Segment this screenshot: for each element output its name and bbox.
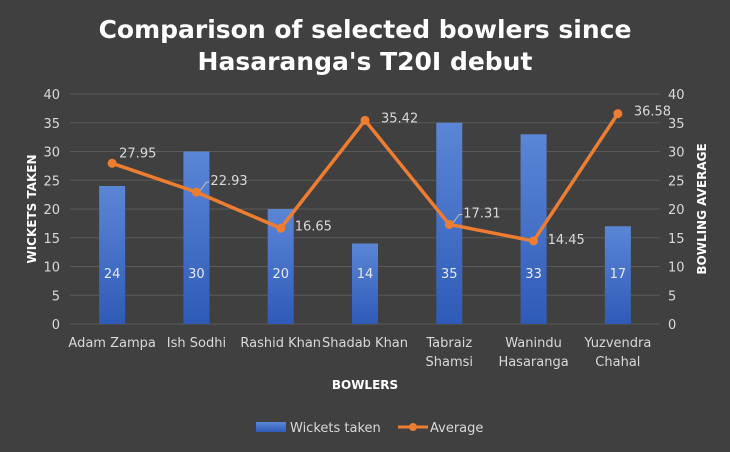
y-tick-label-right: 0 (668, 318, 676, 333)
x-category-label: Shamsi (426, 355, 474, 370)
bar-value-label: 33 (525, 267, 542, 282)
average-point (276, 223, 286, 233)
y-axis-title-left: WICKETS TAKEN (25, 154, 39, 263)
legend-label-average: Average (430, 421, 483, 436)
gridlines (70, 93, 660, 325)
average-point (613, 109, 623, 119)
x-axis-title: BOWLERS (332, 378, 398, 392)
bars (99, 122, 631, 324)
average-value-label: 22.93 (210, 174, 247, 189)
y-tick-label-left: 0 (52, 318, 60, 333)
average-value-label: 36.58 (634, 105, 671, 120)
x-category-label: Chahal (595, 355, 640, 370)
average-point (360, 115, 370, 125)
x-category-label: Tabraiz (425, 336, 472, 351)
y-tick-label-right: 5 (668, 289, 676, 304)
average-point (529, 236, 539, 246)
average-value-label: 17.31 (463, 206, 500, 221)
y-tick-label-left: 20 (43, 203, 60, 218)
average-value-label: 14.45 (548, 233, 585, 248)
chart-text: Comparison of selected bowlers since Hasa… (25, 15, 709, 392)
legend: Wickets taken Average (256, 421, 483, 436)
legend-label-wickets: Wickets taken (290, 421, 381, 436)
y-tick-label-left: 25 (43, 174, 60, 189)
average-point (444, 219, 454, 229)
label-leader (200, 181, 210, 191)
average-value-label: 16.65 (295, 219, 332, 234)
y-tick-label-right: 20 (668, 203, 685, 218)
y-tick-label-right: 30 (668, 146, 685, 161)
bar-value-label: 17 (610, 267, 627, 282)
x-category-label: Wanindu (505, 336, 562, 351)
average-value-label: 35.42 (381, 111, 418, 126)
bar-wickets (183, 151, 210, 324)
y-axis-title-right: BOWLING AVERAGE (695, 143, 709, 274)
bar-wickets (604, 226, 631, 324)
legend-swatch-wickets (256, 422, 286, 432)
x-category-label: Shadab Khan (322, 336, 408, 351)
average-line (107, 109, 623, 246)
average-point (191, 187, 201, 197)
bar-wickets (352, 243, 378, 324)
y-tick-label-left: 10 (43, 261, 60, 276)
y-tick-label-left: 5 (52, 289, 60, 304)
bar-value-label: 24 (104, 267, 121, 282)
y-tick-label-right: 40 (668, 88, 685, 103)
x-category-label: Adam Zampa (68, 336, 155, 351)
average-value-label: 27.95 (119, 146, 156, 161)
y-tick-label-right: 35 (668, 117, 685, 132)
x-category-label: Hasaranga (498, 355, 568, 370)
y-tick-label-right: 10 (668, 261, 685, 276)
y-tick-label-left: 15 (43, 232, 60, 247)
bar-value-label: 14 (357, 267, 374, 282)
y-tick-label-right: 15 (668, 232, 685, 247)
bar-value-label: 20 (272, 267, 289, 282)
x-category-label: Ish Sodhi (167, 336, 226, 351)
y-tick-label-left: 30 (43, 146, 60, 161)
y-tick-label-left: 35 (43, 117, 60, 132)
y-tick-label-right: 25 (668, 174, 685, 189)
bar-value-label: 35 (441, 267, 458, 282)
label-leader (452, 213, 463, 223)
x-category-label: Rashid Khan (240, 336, 321, 351)
x-category-label: Yuzvendra (583, 336, 651, 351)
chart-title-line: Hasaranga's T20I debut (198, 47, 533, 76)
bar-value-label: 30 (188, 267, 205, 282)
y-tick-label-left: 40 (43, 88, 60, 103)
legend-marker-average (409, 423, 417, 431)
average-point (107, 158, 117, 168)
chart-title-line: Comparison of selected bowlers since (99, 15, 632, 44)
bar-wickets (99, 186, 126, 324)
